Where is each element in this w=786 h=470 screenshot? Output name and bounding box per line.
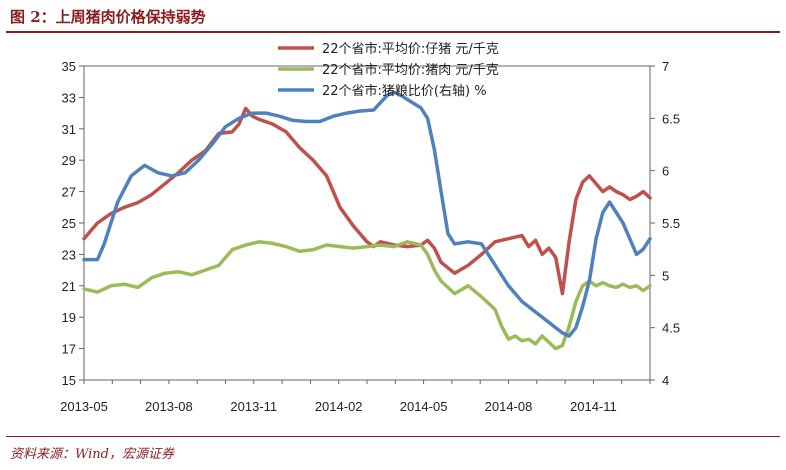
y-right-tick-label: 4 (662, 373, 669, 388)
y-right-tick-label: 7 (662, 59, 669, 74)
x-tick-label: 2014-05 (400, 399, 448, 414)
x-tick-label: 2013-05 (60, 399, 108, 414)
y-left-tick-label: 21 (62, 279, 76, 294)
legend: 22个省市:平均价:仔猪 元/千克 22个省市:平均价:猪肉 元/千克 22个省市:… (278, 41, 499, 99)
legend-label-pork-price: 22个省市:平均价:猪肉 元/千克 (322, 62, 499, 78)
y-left-tick-label: 15 (62, 373, 76, 388)
x-tick-label: 2014-02 (315, 399, 363, 414)
x-tick-label: 2014-08 (485, 399, 533, 414)
source-rule (6, 436, 780, 437)
y-left-tick-label: 33 (62, 90, 76, 105)
y-right-tick-label: 6 (662, 164, 669, 179)
y-right-tick-label: 5.5 (662, 216, 680, 231)
y-left-tick-label: 29 (62, 153, 76, 168)
y-left-tick-label: 17 (62, 342, 76, 357)
y-left-tick-label: 27 (62, 185, 76, 200)
y-right-tick-label: 5 (662, 268, 669, 283)
y-left-tick-label: 19 (62, 310, 76, 325)
y-right-tick-label: 6.5 (662, 111, 680, 126)
y-right-tick-label: 4.5 (662, 321, 680, 336)
y-left-tick-label: 31 (62, 122, 76, 137)
axes: 35 33 31 29 27 25 23 21 19 17 15 7 6.5 6 5.5 5 4.5 4 2013-… (60, 59, 680, 414)
x-tick-label: 2013-08 (145, 399, 193, 414)
line-chart: 35 33 31 29 27 25 23 21 19 17 15 7 6.5 6 5.5 5 4.5 4 2013-… (60, 41, 680, 414)
series-line-pig-grain-ratio (82, 90, 652, 338)
series-layer (82, 90, 652, 351)
x-tick-label: 2013-11 (230, 399, 277, 414)
figure-title: 图 2：上周猪肉价格保持弱势 (10, 8, 206, 26)
legend-label-piglet-price: 22个省市:平均价:仔猪 元/千克 (322, 41, 499, 57)
series-line-piglet-price (82, 106, 652, 296)
title-rule (6, 31, 780, 33)
y-left-tick-label: 23 (62, 247, 76, 262)
legend-label-pig-grain-ratio: 22个省市:猪粮比价(右轴) % (322, 83, 487, 99)
x-tick-label: 2014-11 (570, 399, 617, 414)
source-note: 资料来源：Wind，宏源证券 (10, 447, 174, 462)
y-left-tick-label: 25 (62, 216, 76, 231)
y-left-tick-label: 35 (62, 59, 76, 74)
